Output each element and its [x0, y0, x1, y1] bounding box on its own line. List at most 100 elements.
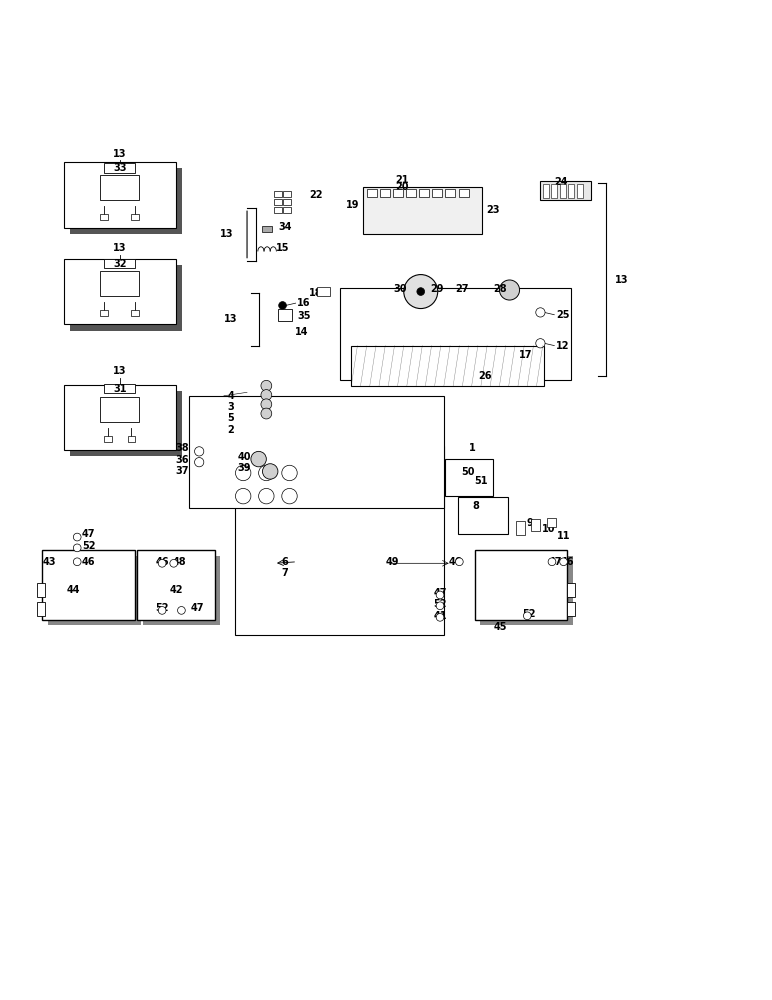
Bar	[531, 519, 540, 531]
Bar	[340, 288, 571, 380]
Circle shape	[282, 465, 297, 481]
Circle shape	[279, 302, 286, 309]
Text: 38: 38	[175, 443, 189, 453]
Circle shape	[195, 458, 204, 467]
Bar	[393, 189, 403, 197]
Bar	[278, 309, 292, 321]
Circle shape	[261, 408, 272, 419]
Circle shape	[404, 275, 438, 309]
Bar	[283, 191, 291, 197]
Circle shape	[235, 465, 251, 481]
Text: 23: 23	[486, 205, 499, 215]
Text: 26: 26	[479, 371, 492, 381]
Bar	[458, 497, 508, 534]
Text: 45: 45	[493, 622, 507, 632]
Bar	[63, 385, 175, 450]
Text: 36: 36	[176, 455, 189, 465]
Text: 20: 20	[395, 182, 408, 192]
Bar	[551, 184, 557, 198]
Bar	[189, 396, 444, 508]
Text: 12: 12	[556, 341, 569, 351]
Circle shape	[259, 488, 274, 504]
Circle shape	[195, 447, 204, 456]
Bar	[363, 187, 482, 234]
Circle shape	[251, 451, 266, 467]
Text: 4: 4	[228, 391, 235, 401]
Text: 31: 31	[113, 384, 127, 394]
Text: 44: 44	[66, 585, 80, 595]
Circle shape	[73, 533, 81, 541]
Circle shape	[261, 380, 272, 391]
Circle shape	[536, 339, 545, 348]
Text: 24: 24	[554, 177, 567, 187]
Bar	[100, 310, 108, 316]
Bar	[37, 602, 45, 616]
Circle shape	[560, 558, 567, 566]
Circle shape	[158, 559, 166, 567]
Text: 52: 52	[82, 541, 96, 551]
Circle shape	[436, 613, 444, 621]
Text: 9: 9	[527, 518, 533, 528]
Text: 3: 3	[228, 402, 235, 412]
Bar	[543, 184, 549, 198]
Text: 50: 50	[462, 467, 475, 477]
Circle shape	[282, 488, 297, 504]
Bar	[445, 459, 493, 496]
Text: 47: 47	[433, 588, 447, 598]
Bar	[567, 583, 575, 596]
Text: 40: 40	[238, 452, 251, 462]
Circle shape	[259, 465, 274, 481]
Bar	[351, 346, 544, 386]
Text: 33: 33	[113, 163, 127, 173]
Text: 27: 27	[455, 284, 469, 294]
Bar	[104, 436, 112, 442]
Bar	[406, 189, 416, 197]
Bar	[104, 384, 135, 393]
Text: 13: 13	[220, 229, 233, 239]
Circle shape	[436, 591, 444, 599]
Text: 41: 41	[433, 611, 447, 621]
Bar	[235, 446, 444, 635]
Bar	[104, 259, 135, 268]
Text: 13: 13	[113, 149, 127, 159]
Circle shape	[158, 607, 166, 614]
Text: 52: 52	[522, 609, 536, 619]
Text: 25: 25	[556, 310, 569, 320]
Bar	[63, 162, 175, 228]
Bar	[540, 181, 591, 200]
Text: 42: 42	[169, 585, 183, 595]
Text: 13: 13	[615, 275, 628, 285]
Circle shape	[170, 559, 178, 567]
Bar	[274, 199, 282, 205]
Circle shape	[536, 308, 545, 317]
Text: 5: 5	[228, 413, 235, 423]
Text: 34: 34	[278, 222, 291, 232]
Text: 52: 52	[433, 599, 447, 609]
Text: 48: 48	[173, 557, 187, 567]
Bar	[367, 189, 377, 197]
Text: 13: 13	[224, 314, 237, 324]
Bar	[48, 556, 141, 625]
Bar	[283, 207, 291, 213]
Bar	[568, 184, 574, 198]
Bar	[127, 436, 135, 442]
Bar	[283, 199, 291, 205]
Bar	[445, 189, 455, 197]
Bar	[380, 189, 390, 197]
Bar	[69, 168, 181, 234]
Text: 46: 46	[449, 557, 462, 567]
Text: 13: 13	[113, 243, 127, 253]
Text: 51: 51	[474, 476, 487, 486]
Text: 7: 7	[282, 568, 289, 578]
Text: 35: 35	[297, 311, 310, 321]
Text: 13: 13	[113, 366, 127, 376]
Bar	[419, 189, 429, 197]
Bar	[516, 521, 525, 535]
Text: 1: 1	[469, 443, 476, 453]
Text: 2: 2	[228, 425, 235, 435]
Text: 8: 8	[472, 501, 479, 511]
Text: 21: 21	[395, 175, 408, 185]
Bar	[432, 189, 442, 197]
Bar	[69, 391, 181, 456]
Circle shape	[548, 558, 556, 566]
